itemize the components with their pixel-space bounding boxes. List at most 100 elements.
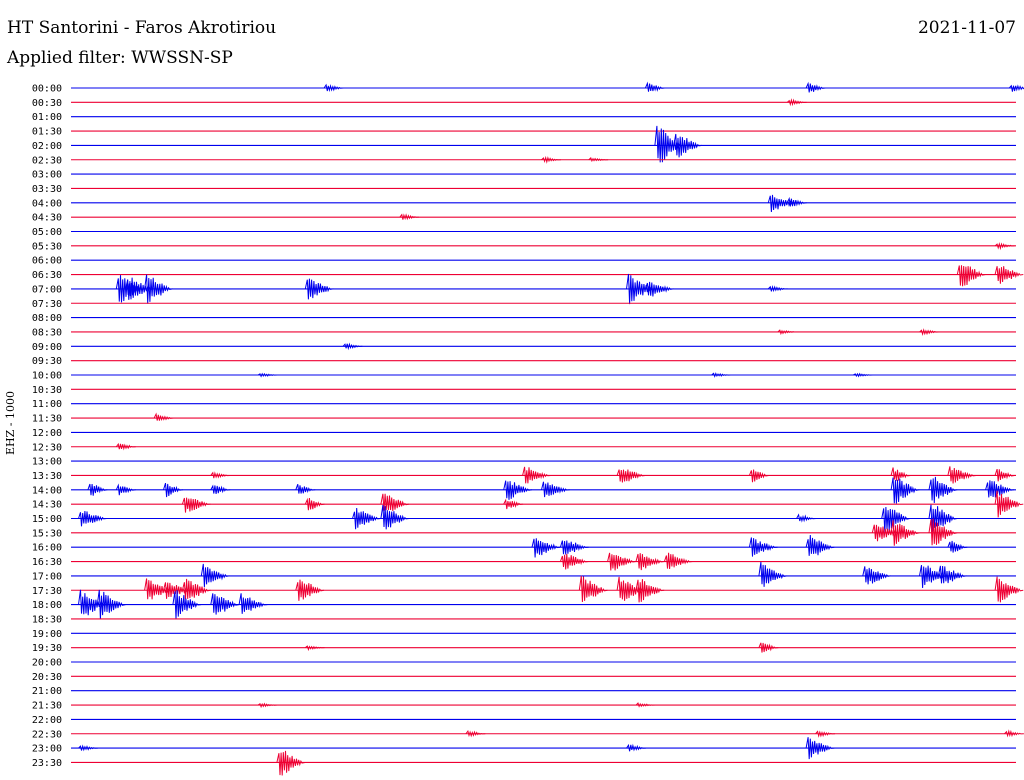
seismic-event (78, 744, 98, 752)
time-tick-label: 00:30 (32, 98, 62, 109)
seismic-event (200, 563, 230, 588)
date-label: 2021-11-07 (917, 18, 1016, 38)
seismic-event (181, 497, 211, 513)
seismic-event (635, 702, 656, 708)
time-tick-label: 06:00 (32, 256, 62, 267)
seismic-event (673, 133, 703, 158)
seismic-event (96, 589, 126, 620)
time-tick-label: 03:30 (32, 184, 62, 195)
seismic-event (644, 81, 665, 92)
seismic-event (380, 505, 410, 530)
seismic-event (153, 412, 174, 422)
seismic-event (635, 553, 665, 571)
time-tick-label: 03:00 (32, 170, 62, 181)
time-tick-label: 05:30 (32, 241, 62, 252)
seismic-event (399, 213, 420, 221)
seismic-event (210, 593, 239, 615)
seismic-event (559, 540, 589, 555)
seismic-event (786, 98, 807, 107)
seismic-event (531, 538, 561, 558)
time-tick-label: 10:00 (32, 371, 62, 382)
seismic-event (559, 553, 589, 570)
time-tick-label: 19:30 (32, 643, 62, 654)
seismic-event (257, 372, 278, 378)
time-tick-label: 15:00 (32, 514, 62, 525)
seismic-event (767, 194, 797, 213)
seismic-event (956, 265, 986, 287)
seismic-event (607, 552, 636, 571)
time-tick-label: 18:00 (32, 600, 62, 611)
time-tick-label: 09:00 (32, 342, 62, 353)
time-tick-label: 20:00 (32, 658, 62, 669)
seismic-event (871, 524, 901, 542)
time-tick-label: 13:30 (32, 471, 62, 482)
seismic-event (928, 518, 958, 546)
seismic-event (87, 483, 108, 496)
time-tick-label: 09:30 (32, 356, 62, 367)
seismic-event (994, 241, 1015, 251)
seismic-event (663, 552, 693, 570)
seismic-event (796, 513, 817, 523)
seismic-event (304, 278, 334, 300)
seismic-event (758, 642, 779, 653)
seismic-event (947, 466, 977, 484)
seismic-event (853, 372, 873, 378)
seismic-event (172, 590, 202, 620)
time-tick-label: 10:30 (32, 385, 62, 396)
time-tick-label: 07:30 (32, 299, 62, 310)
time-tick-label: 16:00 (32, 543, 62, 554)
seismic-event (616, 469, 646, 483)
time-tick-label: 06:30 (32, 270, 62, 281)
time-tick-label: 07:00 (32, 284, 62, 295)
time-tick-label: 16:30 (32, 557, 62, 568)
seismic-event (276, 750, 306, 776)
seismic-event (295, 579, 325, 601)
seismic-event (163, 482, 183, 498)
seismic-event (881, 506, 911, 533)
seismic-event (115, 442, 136, 451)
time-tick-label: 04:30 (32, 213, 62, 224)
seismic-event (994, 468, 1015, 482)
seismic-event (862, 566, 892, 585)
seismic-event (503, 498, 524, 510)
time-tick-label: 14:30 (32, 500, 62, 511)
time-tick-label: 01:30 (32, 127, 62, 138)
seismic-event (947, 540, 968, 553)
seismic-event (465, 729, 486, 738)
seismic-event (380, 493, 410, 511)
seismic-event (210, 484, 231, 494)
seismic-event (588, 157, 609, 163)
filter-label: Applied filter: WWSSN-SP (7, 48, 233, 68)
seismic-event (805, 81, 826, 93)
time-tick-label: 19:00 (32, 629, 62, 640)
seismic-event (919, 565, 948, 589)
seismic-event (578, 575, 608, 603)
seismic-event (890, 477, 920, 504)
seismic-event (541, 155, 561, 164)
time-tick-label: 17:30 (32, 586, 62, 597)
seismic-event (786, 196, 807, 207)
seismic-event (815, 730, 836, 738)
seismic-event (626, 743, 646, 752)
seismic-event (503, 480, 532, 500)
seismic-event (890, 467, 911, 481)
time-tick-label: 12:30 (32, 442, 62, 453)
seismic-event (163, 582, 192, 599)
time-tick-label: 15:30 (32, 528, 62, 539)
seismic-event (767, 285, 788, 293)
seismic-event (342, 342, 363, 351)
station-title: HT Santorini - Faros Akrotiriou (7, 18, 277, 38)
time-tick-label: 23:00 (32, 744, 62, 755)
seismic-event (928, 504, 958, 532)
seismic-event (78, 510, 107, 527)
seismic-event (1004, 729, 1024, 738)
time-tick-label: 22:00 (32, 715, 62, 726)
time-tick-label: 02:30 (32, 155, 62, 166)
time-tick-label: 05:00 (32, 227, 62, 238)
seismic-event (758, 561, 788, 587)
time-tick-label: 23:30 (32, 758, 62, 769)
seismic-event (654, 125, 684, 163)
seismic-event (928, 476, 958, 504)
seismic-event (805, 737, 835, 760)
